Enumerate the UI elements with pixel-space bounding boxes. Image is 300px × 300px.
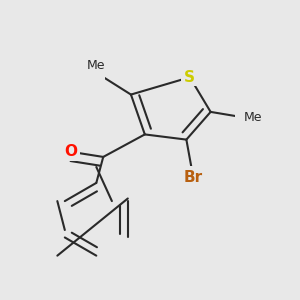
Bar bbox=[235, 107, 256, 128]
Text: Br: Br bbox=[184, 170, 203, 185]
Text: S: S bbox=[184, 70, 195, 85]
Text: O: O bbox=[64, 144, 77, 159]
Bar bbox=[181, 69, 199, 86]
Bar bbox=[84, 63, 105, 84]
Text: Me: Me bbox=[244, 111, 262, 124]
Bar bbox=[181, 166, 206, 190]
Text: Me: Me bbox=[87, 59, 106, 72]
Bar bbox=[61, 142, 80, 161]
